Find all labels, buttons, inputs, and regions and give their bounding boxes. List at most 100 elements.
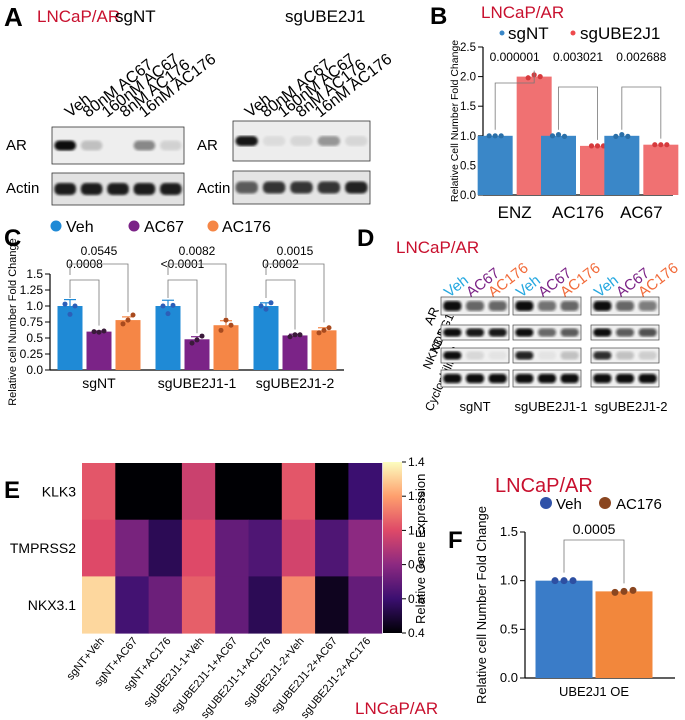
blot-band [235, 136, 258, 146]
blot-band [488, 373, 507, 384]
blot-band [133, 183, 156, 195]
heatmap-cell [348, 576, 383, 634]
data-point [101, 328, 107, 334]
y-tick-label: 1.0 [26, 299, 43, 313]
data-point [537, 74, 543, 80]
y-axis-label: Relative cell Number Fold Change [7, 238, 19, 406]
blot-band [159, 140, 182, 151]
p-value-label: 0.0015 [277, 244, 314, 258]
heatmap-cell [348, 463, 383, 521]
bar [86, 331, 112, 370]
heatmap-cell [315, 519, 349, 577]
data-point [321, 327, 327, 333]
panel-c-legend-ac176: AC176 [222, 219, 271, 236]
bar [282, 335, 308, 370]
y-tick-label: 2.0 [460, 72, 476, 84]
p-value-label: 0.0005 [573, 521, 616, 537]
data-point [268, 300, 274, 306]
blot-band [515, 351, 534, 360]
bar [604, 135, 640, 195]
data-point [165, 311, 171, 317]
blot-band [515, 373, 534, 384]
heatmap-cell [148, 463, 183, 521]
colorbar-tick-label: 0.4 [408, 626, 425, 640]
panel-c-legend-veh: Veh [66, 219, 94, 236]
data-point [560, 577, 568, 585]
data-point [160, 303, 166, 309]
blot-band [235, 181, 258, 194]
panel-e-cell-line: LNCaP/AR [355, 699, 438, 718]
heatmap-cell [281, 519, 316, 577]
significance-bracket [167, 263, 227, 318]
data-point [555, 132, 562, 138]
data-point [658, 142, 664, 148]
blot-band [317, 181, 341, 194]
panel-e-colorbar-ticks: 1.4 1.2 1.0 0.8 0.6 0.4 [402, 455, 425, 640]
data-point [287, 334, 293, 340]
x-category-label: UBE2J1 OE [559, 684, 629, 699]
bar [595, 591, 653, 678]
blot-band [537, 373, 557, 384]
data-point [326, 325, 332, 331]
panel-c-letter: C [4, 225, 21, 252]
heatmap-cell [148, 519, 183, 577]
blot-band [560, 351, 579, 360]
y-tick-label: 1.25 [20, 283, 44, 297]
data-point [486, 133, 492, 139]
blot-band [290, 181, 313, 194]
bar [184, 339, 210, 370]
heatmap-cell [248, 576, 283, 634]
blot-band [638, 351, 657, 360]
data-point [664, 142, 670, 148]
heatmap-column-label: sgUBE2J1-1+Veh [142, 635, 207, 709]
blot-band [537, 301, 557, 311]
p-value-label: 0.000001 [490, 50, 540, 64]
significance-bracket [69, 279, 100, 326]
data-point [316, 330, 322, 336]
bar [541, 135, 576, 195]
data-point [91, 329, 97, 335]
panel-f-letter: F [448, 527, 463, 554]
x-category-label: sgUBE2J1-1 [158, 375, 237, 391]
panel-d-blots [440, 296, 660, 388]
blot-band [443, 351, 462, 360]
data-point [588, 143, 595, 149]
significance-bracket [494, 70, 535, 130]
blot-band [345, 136, 368, 146]
y-tick-label: 0.5 [460, 160, 476, 172]
y-tick-label: 0.5 [500, 621, 518, 636]
panel-d-cell-line: LNCaP/AR [396, 238, 479, 257]
blot-band [615, 301, 635, 311]
panel-e-letter: E [4, 477, 20, 504]
y-tick-label: 0.75 [20, 315, 44, 329]
heatmap-cell [215, 519, 249, 577]
blot-band [515, 301, 534, 311]
data-point [561, 133, 568, 139]
heatmap-cell [248, 463, 283, 521]
significance-bracket [558, 86, 598, 140]
data-point [120, 321, 126, 327]
y-tick-label: 1.5 [460, 101, 476, 113]
data-point [625, 133, 631, 139]
blot-band [593, 373, 612, 384]
heatmap-cell [181, 576, 216, 634]
significance-bracket [265, 263, 325, 323]
colorbar-tick-label: 1.2 [408, 489, 425, 503]
heatmap-column-label: sgUBE2J1-2+Veh [242, 635, 307, 709]
panel-b-legend-sgnt: sgNT [508, 24, 549, 43]
blot-band [443, 373, 462, 384]
heatmap-cell [148, 576, 183, 634]
y-tick-label: 0.5 [26, 331, 43, 345]
bar [535, 580, 593, 678]
blot-band [488, 351, 507, 360]
y-tick-label: 1.5 [26, 267, 43, 281]
y-tick-label: 0.0 [26, 363, 43, 377]
data-point [263, 306, 269, 312]
panel-f-cell-line: LNCaP/AR [495, 475, 593, 497]
data-point [130, 312, 136, 318]
heatmap-cell [248, 519, 283, 577]
x-category-label: AC67 [620, 203, 663, 222]
